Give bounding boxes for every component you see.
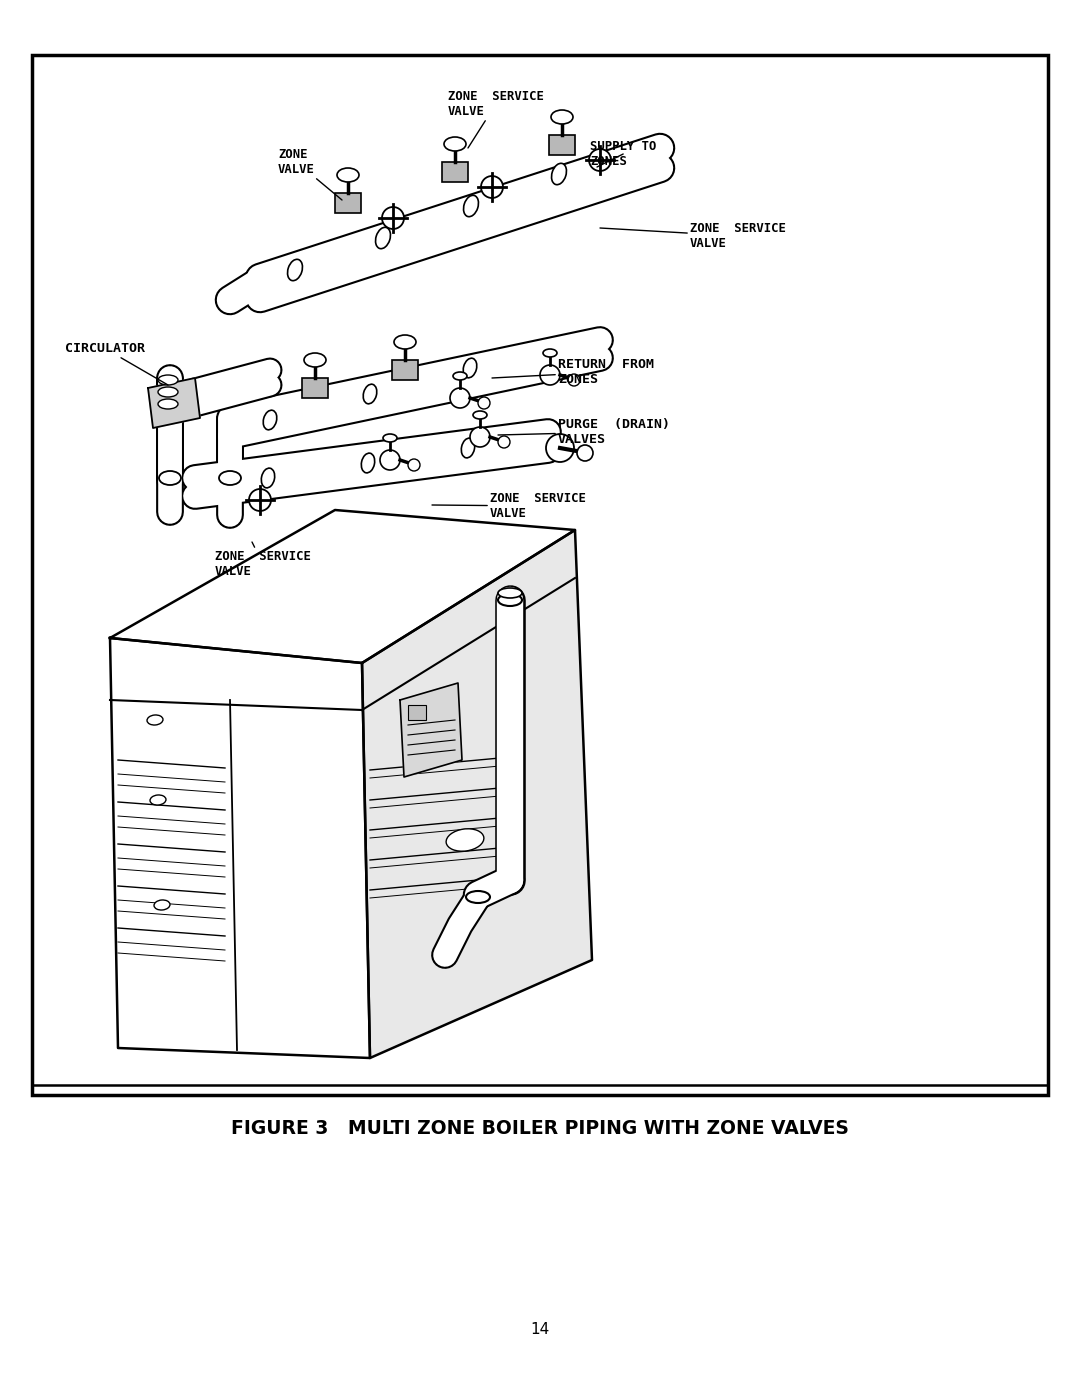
Circle shape: [478, 397, 490, 409]
Ellipse shape: [264, 411, 276, 430]
Bar: [392, 360, 418, 380]
Ellipse shape: [383, 434, 397, 441]
Circle shape: [470, 427, 490, 447]
Ellipse shape: [158, 387, 178, 397]
Ellipse shape: [363, 384, 377, 404]
Ellipse shape: [543, 349, 557, 358]
Ellipse shape: [444, 137, 465, 151]
Ellipse shape: [159, 471, 181, 485]
Circle shape: [450, 388, 470, 408]
Text: ZONE  SERVICE
VALVE: ZONE SERVICE VALVE: [215, 542, 311, 578]
Ellipse shape: [362, 453, 375, 472]
Circle shape: [249, 489, 271, 511]
Ellipse shape: [552, 163, 567, 184]
Polygon shape: [400, 683, 462, 777]
Ellipse shape: [453, 372, 467, 380]
Bar: [302, 379, 328, 398]
Ellipse shape: [158, 374, 178, 386]
Circle shape: [546, 434, 573, 462]
Circle shape: [540, 365, 561, 386]
Polygon shape: [110, 638, 370, 1058]
Bar: [32, 54, 1048, 1095]
Ellipse shape: [498, 588, 522, 598]
Ellipse shape: [463, 196, 478, 217]
Text: CIRCULATOR: CIRCULATOR: [65, 342, 168, 386]
Text: SUPPLY TO
ZONES: SUPPLY TO ZONES: [590, 140, 657, 168]
Polygon shape: [148, 379, 200, 427]
Circle shape: [408, 460, 420, 471]
Circle shape: [568, 374, 580, 386]
Ellipse shape: [376, 228, 391, 249]
Text: ZONE  SERVICE
VALVE: ZONE SERVICE VALVE: [432, 492, 585, 520]
Ellipse shape: [337, 168, 359, 182]
Circle shape: [498, 436, 510, 448]
Ellipse shape: [498, 594, 522, 606]
Ellipse shape: [463, 358, 476, 377]
Ellipse shape: [147, 715, 163, 725]
Polygon shape: [110, 510, 575, 664]
Ellipse shape: [150, 795, 166, 805]
Circle shape: [382, 207, 404, 229]
Circle shape: [380, 450, 400, 469]
Text: FIGURE 3   MULTI ZONE BOILER PIPING WITH ZONE VALVES: FIGURE 3 MULTI ZONE BOILER PIPING WITH Z…: [231, 1119, 849, 1137]
Text: PURGE  (DRAIN)
VALVES: PURGE (DRAIN) VALVES: [498, 418, 670, 446]
Bar: [549, 136, 575, 155]
Ellipse shape: [394, 335, 416, 349]
Text: ZONE
VALVE: ZONE VALVE: [278, 148, 342, 200]
Text: RETURN  FROM
ZONES: RETURN FROM ZONES: [492, 358, 654, 386]
Circle shape: [481, 176, 503, 198]
Text: 14: 14: [530, 1323, 550, 1337]
Text: ZONE  SERVICE
VALVE: ZONE SERVICE VALVE: [448, 89, 544, 148]
Ellipse shape: [158, 400, 178, 409]
Ellipse shape: [303, 353, 326, 367]
Ellipse shape: [154, 900, 170, 909]
Ellipse shape: [261, 468, 274, 488]
Polygon shape: [362, 529, 592, 1058]
Bar: [335, 193, 361, 212]
Ellipse shape: [465, 891, 490, 902]
Ellipse shape: [551, 110, 573, 124]
Bar: [408, 705, 426, 719]
Ellipse shape: [287, 260, 302, 281]
Ellipse shape: [446, 828, 484, 851]
Circle shape: [589, 149, 611, 170]
Ellipse shape: [473, 411, 487, 419]
Text: ZONE  SERVICE
VALVE: ZONE SERVICE VALVE: [600, 222, 786, 250]
Ellipse shape: [461, 439, 475, 458]
Circle shape: [577, 446, 593, 461]
Ellipse shape: [219, 471, 241, 485]
Bar: [442, 162, 468, 182]
